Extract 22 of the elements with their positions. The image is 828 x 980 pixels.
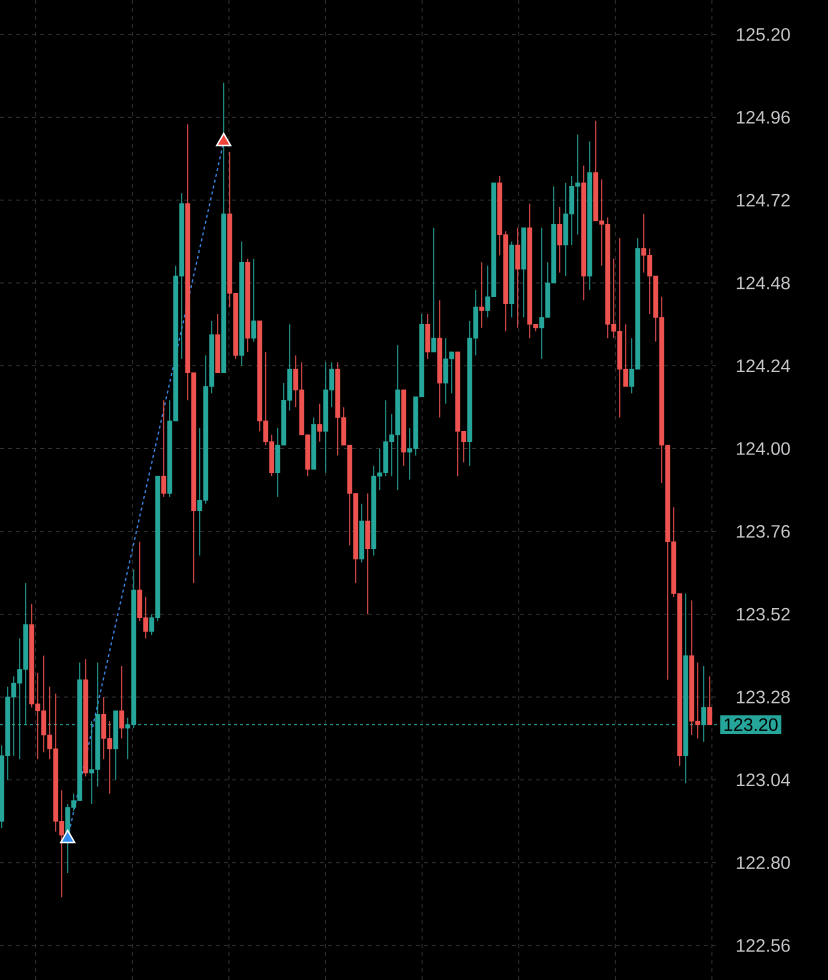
y-tick-label: 123.04 (736, 773, 790, 786)
y-tick-label: 124.96 (736, 110, 790, 124)
candlestick (161, 400, 166, 498)
candlestick (479, 262, 484, 328)
candlestick (431, 227, 436, 352)
ref-line-label: 123.20 (724, 718, 778, 732)
y-tick-label: 125.20 (736, 28, 790, 41)
y-tick-label: 124.72 (736, 194, 790, 206)
candlestick (701, 665, 706, 742)
y-tick-label: 124.24 (736, 359, 790, 372)
y-tick-label: 123.76 (736, 525, 790, 538)
y-tick-label: 122.56 (736, 939, 790, 952)
y-tick-label: 124.00 (736, 442, 790, 455)
y-tick-label: 123.52 (736, 608, 790, 621)
candlestick (707, 676, 712, 726)
y-tick-label: 122.80 (736, 856, 790, 870)
y-tick-label: 124.48 (736, 276, 790, 290)
y-tick-label: 123.28 (736, 690, 790, 704)
candlestick (317, 403, 322, 442)
candlestick (119, 665, 124, 739)
candlestick (557, 206, 562, 274)
candlestick (251, 258, 256, 342)
